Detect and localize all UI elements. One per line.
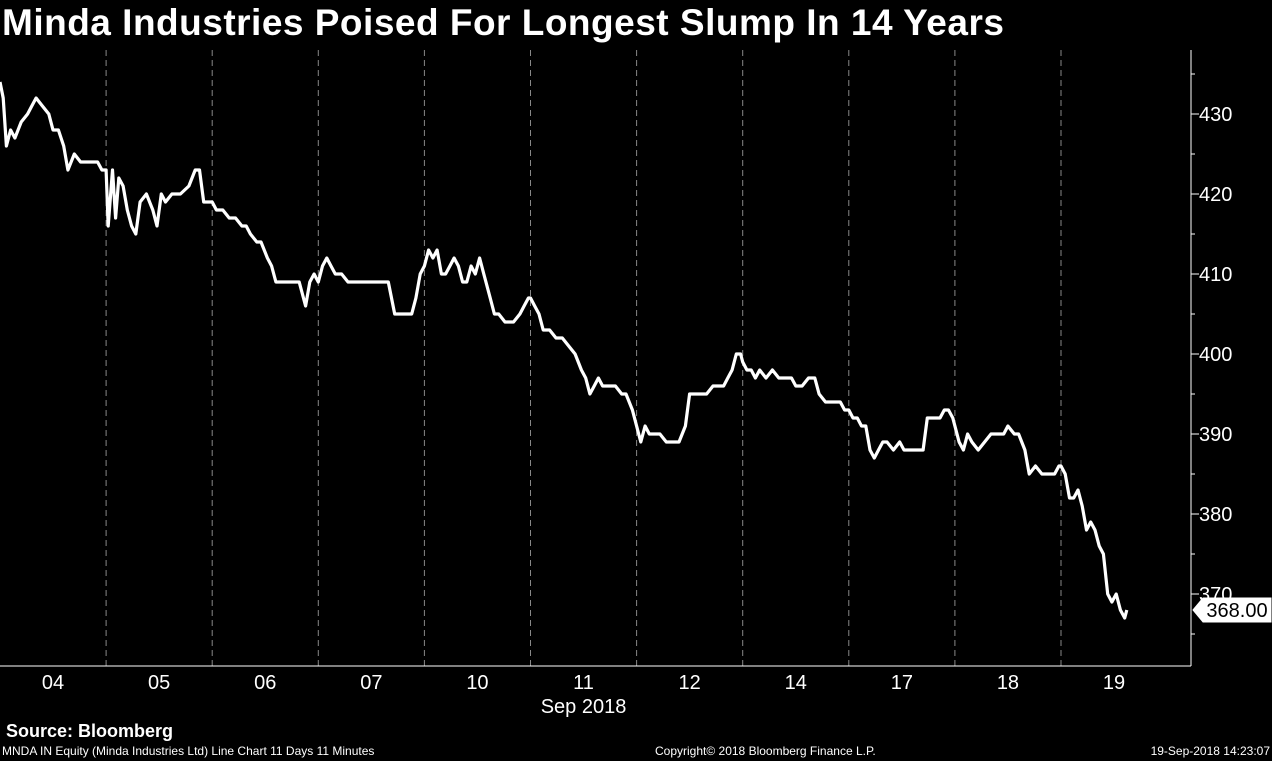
last-value-text: 368.00: [1206, 600, 1267, 622]
x-tick-label: 07: [360, 672, 382, 694]
y-tick-label: 380: [1199, 504, 1232, 526]
x-tick-label: 06: [254, 672, 276, 694]
y-tick-label: 420: [1199, 184, 1232, 206]
x-tick-label: 10: [466, 672, 488, 694]
x-axis-label: Sep 2018: [541, 696, 627, 718]
x-tick-label: 19: [1103, 672, 1125, 694]
x-tick-label: 05: [148, 672, 170, 694]
x-axis: 04 05 06 07 10 11 12 14 17 18 19 Sep 2018: [0, 665, 1191, 718]
grid-lines: [105, 50, 1062, 666]
source-label: Source: Bloomberg: [6, 721, 174, 741]
y-tick-label: 390: [1199, 424, 1232, 446]
x-tick-label: 04: [42, 672, 64, 694]
footer-ticker-info: MNDA IN Equity (Minda Industries Ltd) Li…: [2, 744, 375, 758]
chart-title: Minda Industries Poised For Longest Slum…: [2, 2, 1005, 43]
footer-copyright: Copyright© 2018 Bloomberg Finance L.P.: [655, 744, 876, 758]
y-tick-label: 400: [1199, 344, 1232, 366]
y-tick-label: 430: [1199, 104, 1232, 126]
x-tick-label: 14: [785, 672, 807, 694]
x-tick-label: 11: [573, 672, 594, 694]
x-tick-label: 12: [679, 672, 701, 694]
price-line: [0, 81, 1129, 620]
x-tick-label: 18: [997, 672, 1019, 694]
last-value-box: [1192, 597, 1272, 623]
footer-timestamp: 19-Sep-2018 14:23:07: [1150, 744, 1270, 758]
last-value-callout: 368.00: [1192, 597, 1272, 623]
x-tick-label: 17: [891, 672, 913, 694]
y-tick-label: 410: [1199, 264, 1232, 286]
